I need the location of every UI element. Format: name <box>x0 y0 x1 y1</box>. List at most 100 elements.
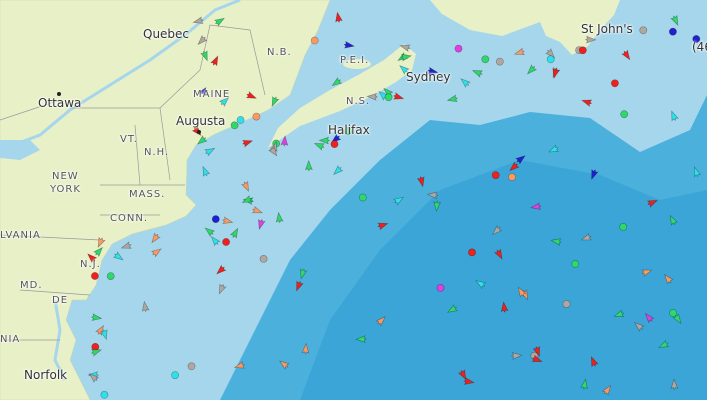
vessel-marker-unspecified[interactable] <box>120 241 132 251</box>
vessel-marker-tug-special[interactable] <box>546 55 555 64</box>
vessel-marker-unspecified[interactable] <box>268 145 279 158</box>
vessel-marker-unspecified[interactable] <box>670 378 679 391</box>
vessel-marker-tanker[interactable] <box>85 252 98 264</box>
vessel-marker-cargo[interactable] <box>200 50 211 62</box>
vessel-marker-tanker[interactable] <box>646 197 659 208</box>
vessel-marker-cargo[interactable] <box>318 136 331 145</box>
vessel-marker-tanker[interactable] <box>500 301 509 313</box>
vessel-marker-cargo[interactable] <box>550 237 562 246</box>
vessel-marker-unspecified[interactable] <box>196 34 208 47</box>
vessel-marker-pleasure[interactable] <box>530 202 542 211</box>
vessel-marker-fishing[interactable] <box>222 216 234 226</box>
vessel-marker-unspecified[interactable] <box>545 48 557 60</box>
vessel-marker-fishing[interactable] <box>601 384 613 396</box>
vessel-marker-passenger[interactable] <box>197 86 209 96</box>
vessel-marker-unspecified[interactable] <box>562 300 571 308</box>
vessel-marker-tanker[interactable] <box>222 238 230 246</box>
vessel-marker-fishing[interactable] <box>301 342 310 355</box>
vessel-marker-fishing[interactable] <box>516 286 527 298</box>
vessel-marker-cargo[interactable] <box>344 127 352 136</box>
vessel-marker-tanker[interactable] <box>551 67 560 79</box>
vessel-marker-fishing[interactable] <box>149 232 161 245</box>
vessel-marker-unspecified[interactable] <box>216 283 227 295</box>
vessel-marker-tug-special[interactable] <box>236 116 245 124</box>
vessel-marker-tanker[interactable] <box>210 55 220 67</box>
vessel-marker-passenger[interactable] <box>515 153 527 165</box>
vessel-marker-tug-special[interactable] <box>691 166 702 178</box>
vessel-marker-tanker[interactable] <box>491 171 500 180</box>
vessel-marker-cargo[interactable] <box>90 347 103 357</box>
vessel-marker-fishing[interactable] <box>508 173 516 181</box>
vessel-marker-cargo[interactable] <box>658 339 670 350</box>
vessel-marker-tanker[interactable] <box>493 248 505 261</box>
vessel-marker-fishing[interactable] <box>641 267 653 277</box>
vessel-marker-tanker[interactable] <box>91 272 99 280</box>
vessel-marker-cargo[interactable] <box>471 67 484 78</box>
vessel-marker-unspecified[interactable] <box>87 371 100 383</box>
vessel-marker-tug-special[interactable] <box>200 165 211 177</box>
vessel-marker-cargo[interactable] <box>446 94 458 104</box>
vessel-marker-tanker[interactable] <box>463 377 475 386</box>
vessel-marker-cargo[interactable] <box>269 95 280 108</box>
vessel-marker-cargo[interactable] <box>525 64 538 76</box>
vessel-marker-cargo[interactable] <box>446 304 458 315</box>
vessel-marker-cargo[interactable] <box>481 55 490 64</box>
vessel-marker-tug-special[interactable] <box>398 63 410 75</box>
vessel-marker-tanker[interactable] <box>241 138 254 148</box>
vessel-marker-tanker[interactable] <box>416 176 426 188</box>
vessel-marker-pleasure[interactable] <box>454 44 463 53</box>
vessel-marker-fishing[interactable] <box>240 180 251 193</box>
vessel-marker-fishing[interactable] <box>252 112 261 121</box>
vessel-marker-tanker[interactable] <box>245 90 258 101</box>
vessel-marker-cargo[interactable] <box>230 121 239 130</box>
vessel-marker-passenger[interactable] <box>589 168 599 181</box>
vessel-marker-unspecified[interactable] <box>580 232 592 243</box>
vessel-marker-cargo[interactable] <box>400 53 413 62</box>
vessel-marker-unspecified[interactable] <box>399 42 411 53</box>
vessel-marker-cargo[interactable] <box>313 140 325 151</box>
vessel-marker-cargo[interactable] <box>670 14 681 27</box>
vessel-marker-passenger[interactable] <box>211 215 220 223</box>
vessel-marker-fishing[interactable] <box>375 315 388 327</box>
vessel-marker-unspecified[interactable] <box>495 57 504 66</box>
vessel-marker-tug-special[interactable] <box>459 76 471 88</box>
vessel-marker-unspecified[interactable] <box>366 93 378 101</box>
vessel-marker-tug-special[interactable] <box>100 390 109 399</box>
vessel-marker-cargo[interactable] <box>298 268 308 280</box>
vessel-marker-unspecified[interactable] <box>633 320 645 332</box>
vessel-marker-tug-special[interactable] <box>204 146 216 157</box>
vessel-marker-tanker[interactable] <box>294 280 304 292</box>
vessel-marker-passenger[interactable] <box>343 40 355 49</box>
vessel-marker-cargo[interactable] <box>229 227 241 239</box>
vessel-marker-tanker[interactable] <box>532 345 542 358</box>
vessel-marker-tanker[interactable] <box>215 264 227 277</box>
vessel-marker-fishing[interactable] <box>150 246 163 258</box>
vessel-marker-cargo[interactable] <box>355 335 367 344</box>
vessel-marker-unspecified[interactable] <box>490 225 503 237</box>
vessel-marker-tanker[interactable] <box>611 79 619 88</box>
vessel-marker-tug-special[interactable] <box>393 194 405 206</box>
vessel-marker-tanker[interactable] <box>334 11 343 23</box>
vessel-marker-tug-special[interactable] <box>99 329 109 341</box>
vessel-marker-tanker[interactable] <box>393 92 405 102</box>
vessel-marker-cargo[interactable] <box>241 194 253 205</box>
vessel-marker-unspecified[interactable] <box>511 352 523 360</box>
vessel-marker-tug-special[interactable] <box>547 144 560 155</box>
vessel-marker-tanker[interactable] <box>468 248 476 257</box>
vessel-marker-tug-special[interactable] <box>669 110 679 122</box>
vessel-marker-cargo[interactable] <box>571 260 580 268</box>
vessel-marker-cargo[interactable] <box>358 193 367 202</box>
vessel-marker-passenger[interactable] <box>427 66 439 76</box>
vessel-marker-unspecified[interactable] <box>187 362 196 371</box>
vessel-marker-cargo[interactable] <box>213 16 226 27</box>
vessel-marker-fishing[interactable] <box>310 36 319 45</box>
vessel-marker-pleasure[interactable] <box>643 311 655 324</box>
vessel-marker-tug-special[interactable] <box>171 371 179 380</box>
vessel-marker-tanker[interactable] <box>531 354 543 365</box>
vessel-marker-tug-special[interactable] <box>331 165 344 177</box>
vessel-marker-pleasure[interactable] <box>280 135 289 147</box>
vessel-marker-cargo[interactable] <box>580 378 589 390</box>
vessel-marker-unspecified[interactable] <box>141 300 150 313</box>
vessel-marker-tanker[interactable] <box>330 140 339 148</box>
